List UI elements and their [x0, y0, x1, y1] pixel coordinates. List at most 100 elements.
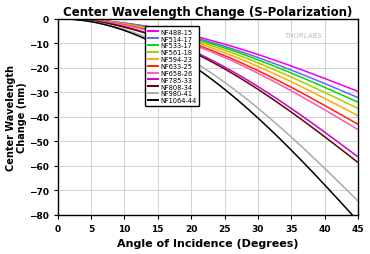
NF658-26: [200, 47, 204, 51]
Line: NF561-18: NF561-18: [58, 20, 358, 109]
NF658-26: [234, 62, 239, 65]
NF658-26: [218, 55, 222, 58]
NF785-33: [356, 156, 360, 159]
NF594-23: [349, 111, 353, 114]
NF980-41: [349, 193, 353, 196]
NF785-33: [302, 116, 306, 119]
NF594-23: [234, 57, 239, 60]
NF514-17: [234, 50, 239, 53]
NF561-18: [356, 107, 360, 110]
NF658-26: [356, 129, 360, 132]
X-axis label: Angle of Incidence (Degrees): Angle of Incidence (Degrees): [117, 239, 299, 248]
NF533-17: [349, 98, 353, 101]
NF980-41: [200, 66, 204, 69]
NF594-23: [56, 18, 60, 21]
NF785-33: [234, 73, 239, 76]
NF488-15: [56, 18, 60, 21]
Legend: NF488-15, NF514-17, NF533-17, NF561-18, NF594-23, NF633-25, NF658-26, NF785-33, : NF488-15, NF514-17, NF533-17, NF561-18, …: [145, 27, 199, 107]
NF808-34: [302, 120, 306, 123]
NF561-18: [302, 82, 306, 85]
NF514-17: [200, 39, 204, 42]
NF514-17: [302, 74, 306, 77]
NF1064-44: [234, 98, 239, 101]
NF658-26: [56, 18, 60, 21]
NF785-33: [198, 54, 202, 57]
NF808-34: [200, 56, 204, 59]
NF808-34: [356, 162, 360, 165]
NF514-17: [198, 39, 202, 42]
NF561-18: [200, 42, 204, 45]
Line: NF980-41: NF980-41: [58, 20, 358, 201]
NF785-33: [56, 18, 60, 21]
NF808-34: [349, 156, 353, 159]
NF488-15: [218, 42, 222, 45]
Line: NF785-33: NF785-33: [58, 20, 358, 157]
NF633-25: [200, 46, 204, 49]
NF488-15: [302, 70, 306, 73]
NF561-18: [56, 18, 60, 21]
NF633-25: [198, 45, 202, 49]
NF785-33: [200, 55, 204, 58]
NF488-15: [198, 37, 202, 40]
NF488-15: [200, 37, 204, 40]
NF633-25: [56, 18, 60, 21]
NF980-41: [234, 90, 239, 93]
NF594-23: [356, 115, 360, 118]
NF1064-44: [200, 71, 204, 74]
NF594-23: [302, 87, 306, 90]
NF808-34: [56, 18, 60, 21]
NF980-41: [302, 148, 306, 151]
NF488-15: [234, 47, 239, 50]
NF533-17: [234, 51, 239, 54]
NF561-18: [349, 104, 353, 107]
NF633-25: [349, 119, 353, 122]
NF658-26: [198, 47, 202, 50]
NF514-17: [349, 94, 353, 97]
NF561-18: [218, 48, 222, 51]
NF1064-44: [218, 85, 222, 88]
NF633-25: [302, 93, 306, 96]
NF1064-44: [198, 70, 202, 73]
Line: NF1064-44: NF1064-44: [58, 20, 358, 221]
NF1064-44: [302, 162, 306, 165]
NF533-17: [56, 18, 60, 21]
NF533-17: [198, 40, 202, 43]
Line: NF488-15: NF488-15: [58, 20, 358, 92]
NF594-23: [200, 44, 204, 47]
NF980-41: [198, 65, 202, 68]
NF533-17: [200, 40, 204, 43]
NF980-41: [218, 78, 222, 81]
Line: NF514-17: NF514-17: [58, 20, 358, 98]
NF785-33: [218, 64, 222, 67]
NF533-17: [356, 101, 360, 104]
NF514-17: [218, 44, 222, 47]
NF658-26: [302, 97, 306, 100]
Line: NF594-23: NF594-23: [58, 20, 358, 116]
NF980-41: [56, 18, 60, 21]
NF633-25: [356, 123, 360, 126]
Title: Center Wavelength Change (S-Polarization): Center Wavelength Change (S-Polarization…: [63, 6, 353, 19]
NF533-17: [218, 46, 222, 49]
Line: NF658-26: NF658-26: [58, 20, 358, 130]
Line: NF633-25: NF633-25: [58, 20, 358, 125]
NF1064-44: [349, 212, 353, 215]
Line: NF808-34: NF808-34: [58, 20, 358, 163]
NF633-25: [218, 53, 222, 56]
NF561-18: [198, 41, 202, 44]
NF514-17: [356, 97, 360, 100]
Y-axis label: Center Wavelength
Change (nm): Center Wavelength Change (nm): [6, 65, 27, 170]
NF808-34: [198, 55, 202, 58]
NF488-15: [356, 90, 360, 93]
NF594-23: [198, 43, 202, 46]
NF533-17: [302, 77, 306, 81]
NF561-18: [234, 54, 239, 57]
NF633-25: [234, 60, 239, 63]
NF808-34: [218, 66, 222, 69]
NF594-23: [218, 50, 222, 53]
Text: THORLABS: THORLABS: [285, 33, 323, 39]
NF785-33: [349, 150, 353, 153]
NF488-15: [349, 88, 353, 91]
NF514-17: [56, 18, 60, 21]
Line: NF533-17: NF533-17: [58, 20, 358, 103]
NF1064-44: [56, 18, 60, 21]
